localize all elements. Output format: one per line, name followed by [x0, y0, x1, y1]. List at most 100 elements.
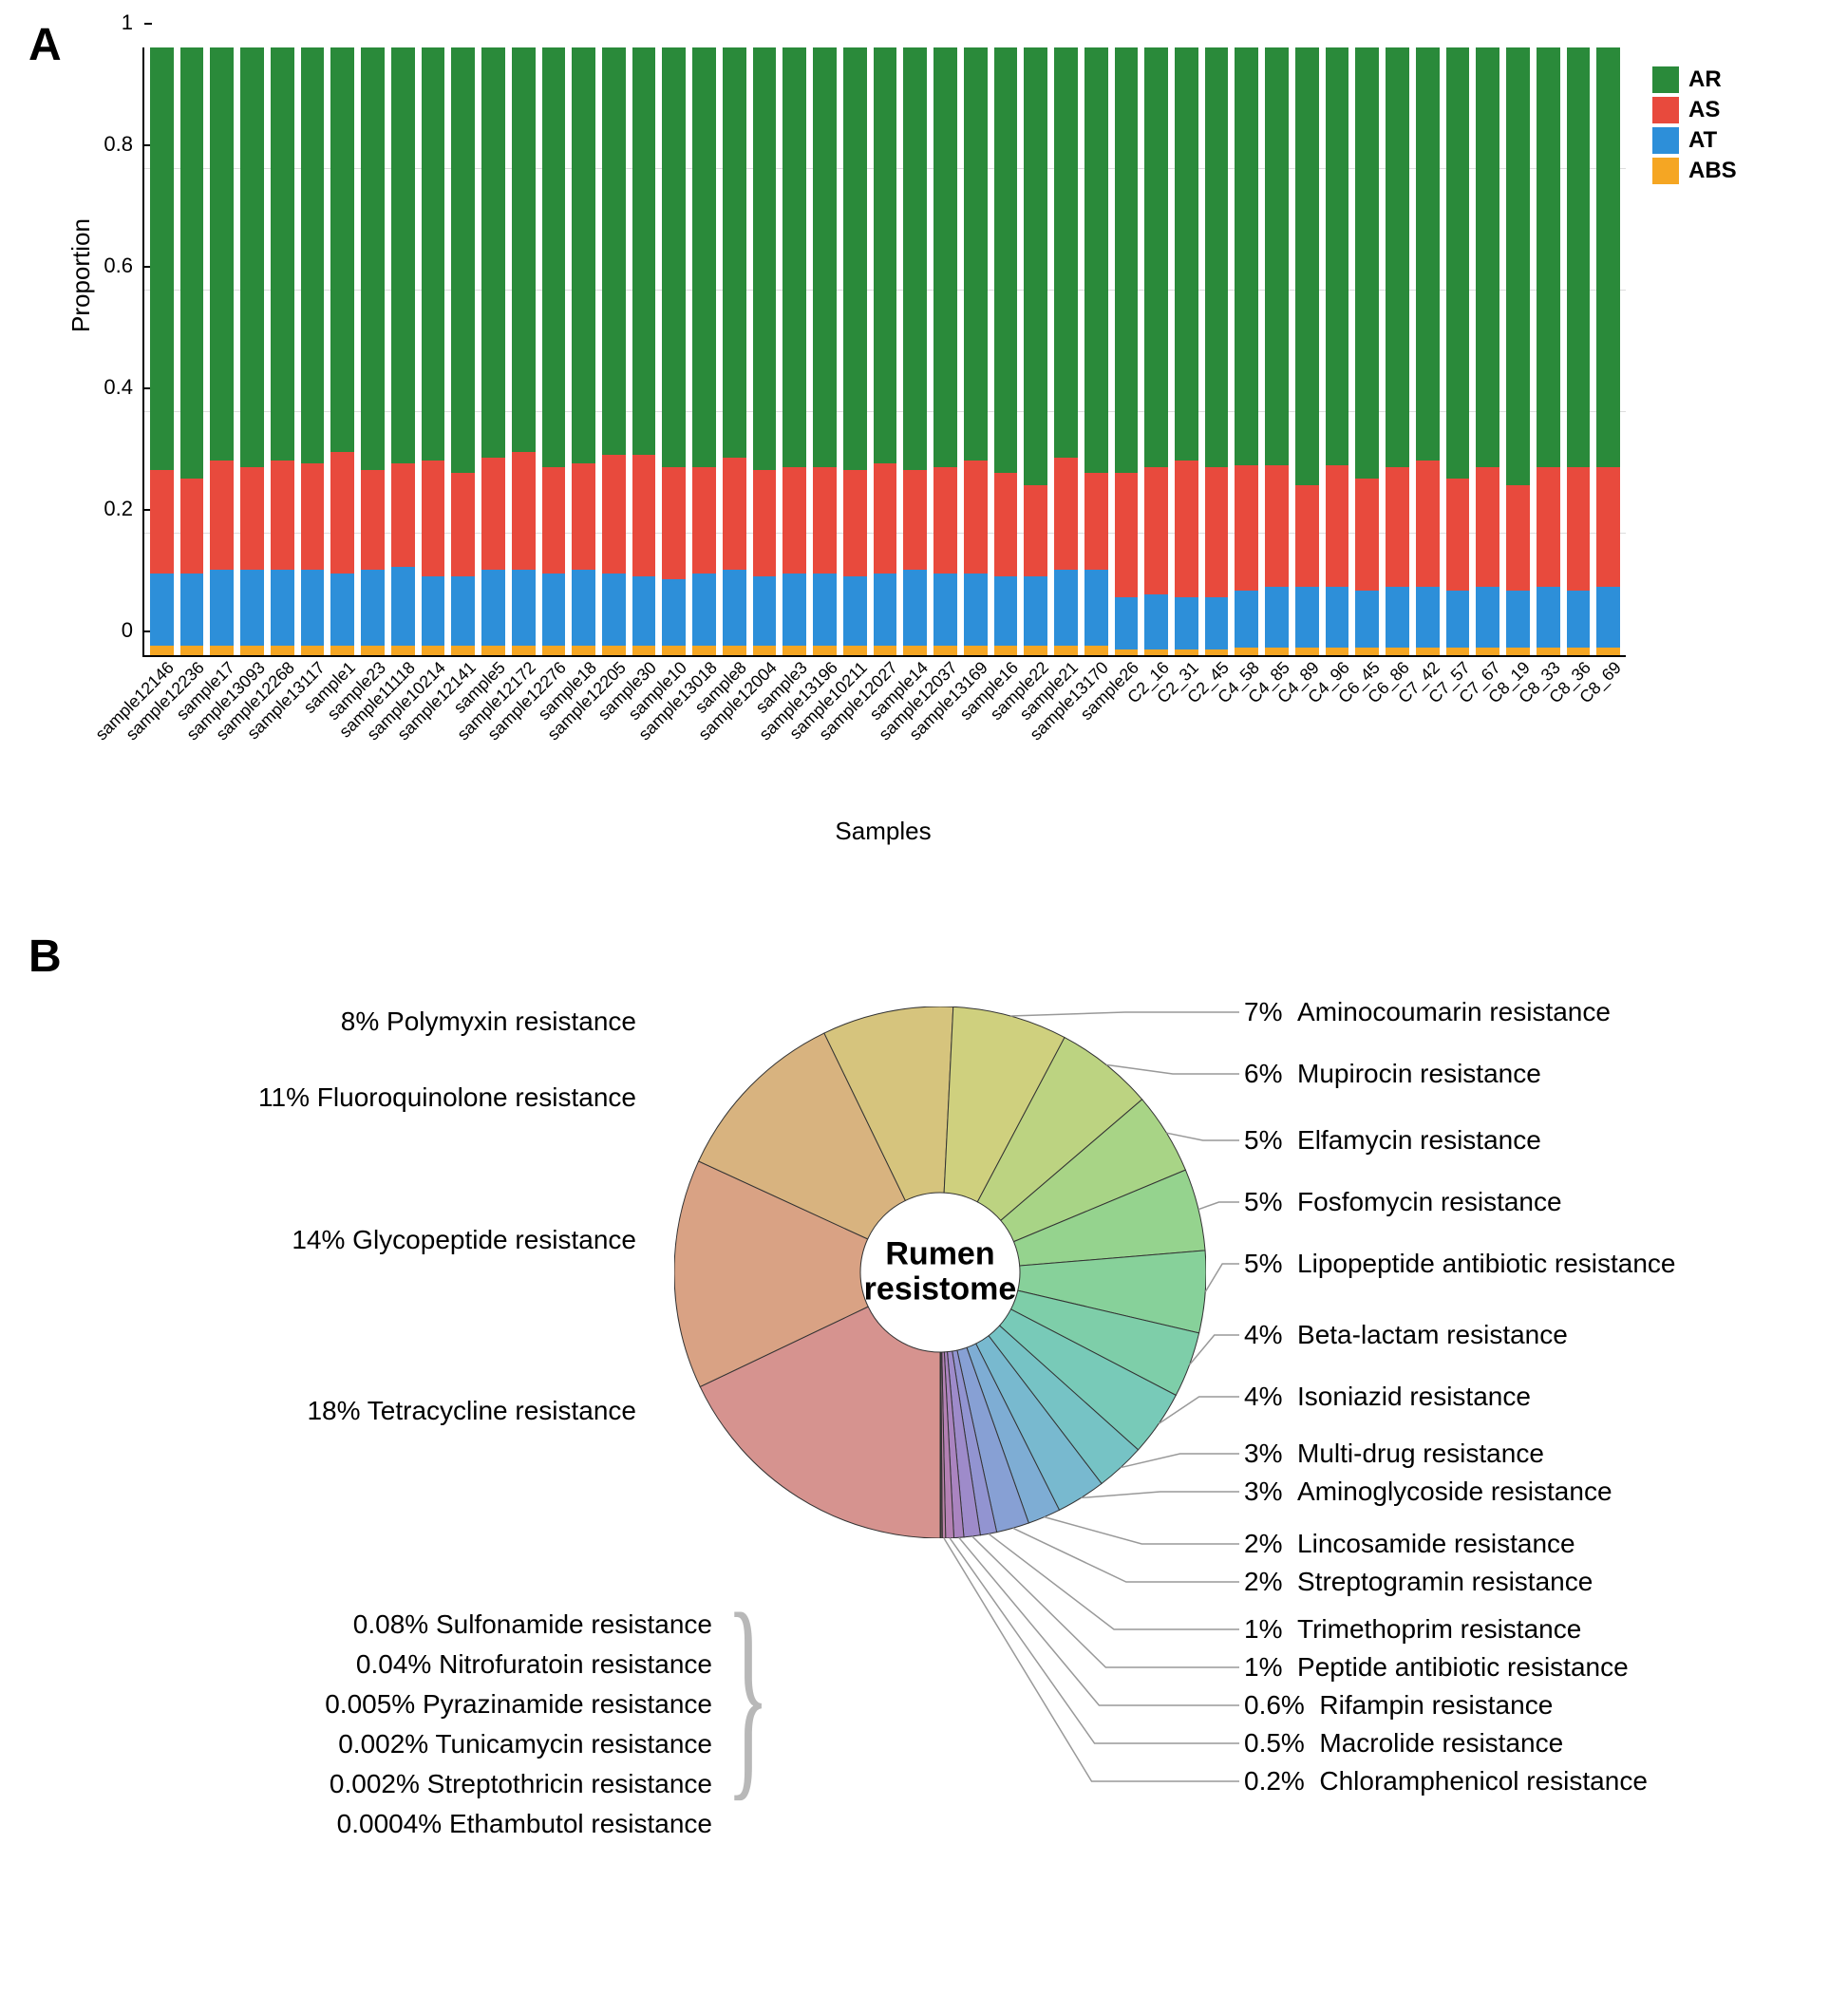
bar-column: sample16	[994, 47, 1018, 655]
pie-label-right: 1% Peptide antibiotic resistance	[1244, 1652, 1629, 1683]
bar-segment-ar	[874, 47, 897, 463]
bar-segment-abs	[1506, 648, 1530, 655]
bar-column: sample12037	[933, 47, 957, 655]
bar-segment-abs	[1596, 648, 1620, 655]
bar-segment-as	[1084, 473, 1108, 570]
donut-title-line2: resistome	[864, 1271, 1017, 1308]
bar-segment-as	[632, 455, 656, 576]
bar-segment-at	[1054, 570, 1078, 646]
bar-segment-at	[753, 576, 777, 647]
bar-segment-at	[1115, 597, 1139, 649]
bar-column: sample18	[572, 47, 595, 655]
bar-column: C4_85	[1265, 47, 1289, 655]
bar-segment-ar	[512, 47, 536, 452]
bar-segment-as	[180, 479, 204, 573]
pie-label-left: 8% Polymyxin resistance	[104, 1006, 636, 1037]
bar-segment-ar	[1416, 47, 1440, 461]
bar-segment-abs	[602, 646, 626, 655]
bar-segment-abs	[1144, 649, 1168, 655]
bar-column: C4_96	[1326, 47, 1349, 655]
bar-segment-at	[1144, 594, 1168, 649]
bar-segment-as	[481, 458, 505, 570]
bar-segment-as	[1265, 465, 1289, 587]
y-tick: 0	[122, 618, 144, 643]
bar-segment-ar	[330, 47, 354, 452]
bar-segment-at	[1326, 587, 1349, 648]
y-tick: 0.8	[104, 132, 144, 157]
bar-segment-ar	[1205, 47, 1229, 467]
bar-segment-at	[1537, 587, 1560, 648]
bar-segment-ar	[843, 47, 867, 470]
bar-segment-ar	[481, 47, 505, 458]
bar-column: sample12172	[512, 47, 536, 655]
bar-segment-at	[210, 570, 234, 646]
bar-segment-abs	[1537, 648, 1560, 655]
bar-segment-at	[1596, 587, 1620, 648]
bar-segment-as	[1295, 485, 1319, 588]
legend-label: AT	[1688, 127, 1717, 154]
legend-swatch	[1652, 158, 1679, 184]
bar-column: sample13117	[301, 47, 325, 655]
panel-a: A Proportion sample12146sample12236sampl…	[28, 28, 1820, 902]
bar-segment-as	[964, 461, 988, 573]
bar-segment-abs	[1115, 649, 1139, 655]
bar-segment-at	[150, 574, 174, 647]
bar-segment-ar	[1295, 47, 1319, 485]
bar-segment-as	[1024, 485, 1047, 576]
bar-segment-at	[813, 574, 837, 647]
bar-column: sample12276	[542, 47, 566, 655]
donut-center-title: Rumen resistome	[864, 1237, 1017, 1308]
bar-segment-at	[632, 576, 656, 647]
bar-segment-ar	[1115, 47, 1139, 473]
bar-segment-at	[843, 576, 867, 647]
bar-segment-abs	[632, 646, 656, 655]
bar-column: sample10211	[843, 47, 867, 655]
bar-segment-abs	[451, 646, 475, 655]
bar-segment-abs	[301, 646, 325, 655]
bar-segment-ar	[1596, 47, 1620, 467]
bar-segment-abs	[240, 646, 264, 655]
bar-segment-abs	[1386, 648, 1409, 655]
bar-column: C2_16	[1144, 47, 1168, 655]
donut-chart: Rumen resistome	[674, 1006, 1206, 1538]
pie-label-left: 18% Tetracycline resistance	[104, 1396, 636, 1426]
bar-segment-as	[271, 461, 294, 570]
bar-segment-ar	[933, 47, 957, 467]
bar-segment-ar	[1537, 47, 1560, 467]
bar-segment-at	[391, 567, 415, 646]
bar-segment-abs	[150, 646, 174, 655]
bar-segment-ar	[1355, 47, 1379, 479]
bar-segment-at	[1386, 587, 1409, 648]
y-tick: 0.2	[104, 497, 144, 521]
bar-segment-as	[1476, 467, 1499, 588]
tiny-slice-list: 0.08% Sulfonamide resistance0.04% Nitrof…	[114, 1605, 712, 1844]
bar-segment-ar	[361, 47, 385, 470]
bar-segment-as	[1235, 465, 1258, 590]
bar-segment-at	[301, 570, 325, 646]
pie-label-right: 3% Multi-drug resistance	[1244, 1439, 1544, 1469]
bar-segment-as	[692, 467, 716, 574]
bar-column: C8_19	[1506, 47, 1530, 655]
bar-column: C7_42	[1416, 47, 1440, 655]
bar-segment-ar	[662, 47, 686, 467]
bar-column: C8_33	[1537, 47, 1560, 655]
bar-segment-abs	[1235, 648, 1258, 655]
bar-segment-at	[602, 574, 626, 647]
bar-segment-at	[512, 570, 536, 646]
bar-column: sample12141	[451, 47, 475, 655]
bar-segment-at	[783, 574, 806, 647]
bar-segment-as	[1386, 467, 1409, 588]
bar-segment-abs	[813, 646, 837, 655]
bar-segment-ar	[602, 47, 626, 455]
bar-segment-abs	[330, 646, 354, 655]
bar-segment-at	[874, 574, 897, 647]
bar-segment-at	[1265, 587, 1289, 648]
bar-column: C4_58	[1235, 47, 1258, 655]
bar-segment-at	[451, 576, 475, 647]
pie-label-right: 2% Lincosamide resistance	[1244, 1529, 1575, 1559]
bar-segment-as	[723, 458, 746, 570]
bar-segment-as	[602, 455, 626, 574]
bar-segment-ar	[451, 47, 475, 473]
bar-column: sample17	[210, 47, 234, 655]
bar-segment-ar	[422, 47, 445, 461]
